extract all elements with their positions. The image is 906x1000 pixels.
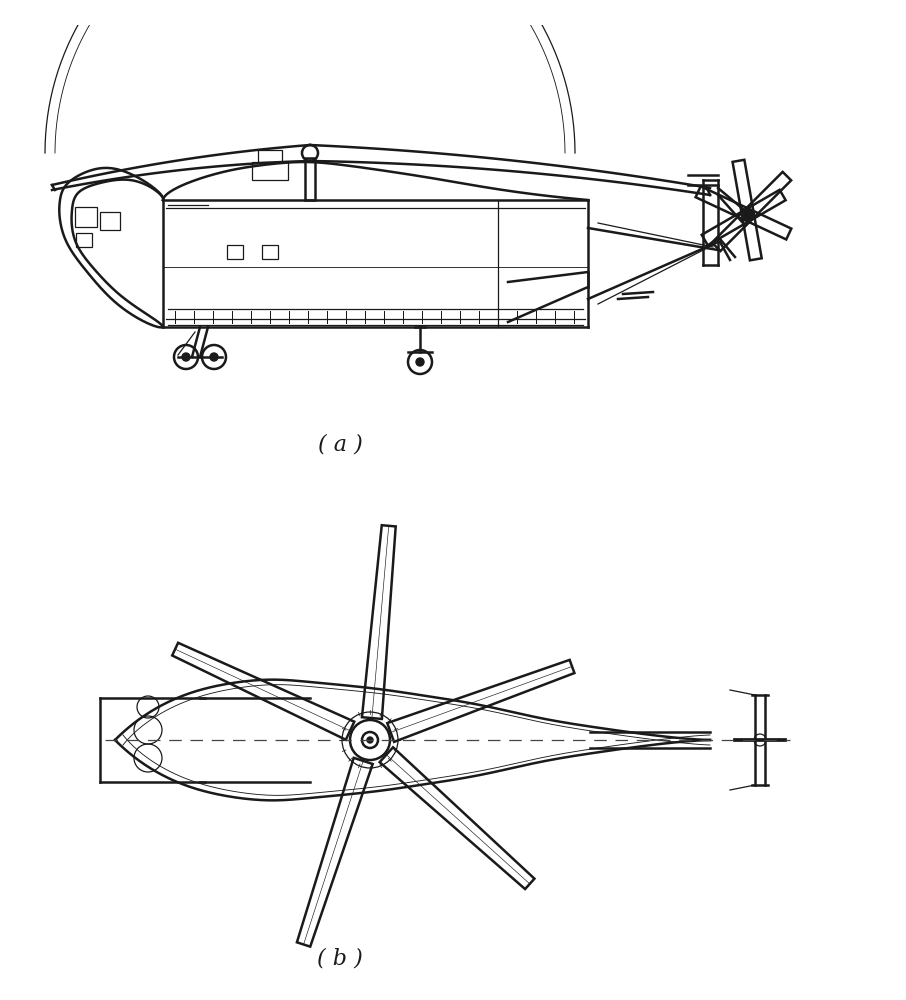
Bar xyxy=(262,245,278,259)
Bar xyxy=(100,212,120,230)
Bar xyxy=(252,162,288,180)
Circle shape xyxy=(416,358,424,366)
Bar xyxy=(75,207,97,227)
Bar xyxy=(305,158,315,200)
Bar xyxy=(76,233,92,247)
Text: ( a ): ( a ) xyxy=(318,434,362,456)
Circle shape xyxy=(743,210,753,220)
Circle shape xyxy=(182,353,190,361)
Circle shape xyxy=(367,737,373,743)
Bar xyxy=(258,150,282,162)
Text: ( b ): ( b ) xyxy=(317,947,363,969)
Circle shape xyxy=(210,353,218,361)
Bar xyxy=(227,245,243,259)
